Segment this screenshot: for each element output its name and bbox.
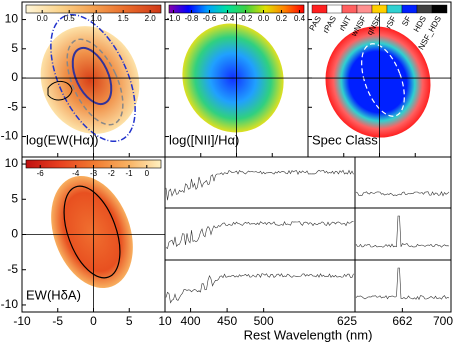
y-tick-label: -10 xyxy=(1,129,19,143)
panel-label: Spec Class xyxy=(312,132,378,147)
spectrum xyxy=(355,267,450,301)
colorbar-tick-label: -1 xyxy=(125,169,133,178)
colorbar-tick-label: 1.5 xyxy=(118,14,130,23)
class-label: rPAS xyxy=(321,15,338,35)
panel-label: log(EW(Hα)) xyxy=(26,132,99,147)
x-tick-label: 450 xyxy=(217,314,237,328)
y-tick-label: 5 xyxy=(11,191,18,205)
class-swatch xyxy=(326,4,343,14)
x-tick-label: 700 xyxy=(433,314,453,328)
y-tick-label: -5 xyxy=(7,262,18,276)
class-swatch xyxy=(431,4,448,14)
colorbar-tick-label: -3 xyxy=(90,169,98,178)
x-tick-label: 0 xyxy=(90,314,97,328)
colorbar-tick-label: 0 xyxy=(145,169,150,178)
panel-frame xyxy=(354,259,452,313)
colorbar xyxy=(25,4,162,14)
colorbar-tick-label: -6 xyxy=(37,169,45,178)
y-tick-label: 0 xyxy=(11,70,18,84)
colorbar-tick-label: 0.0 xyxy=(258,14,270,23)
contour xyxy=(47,81,73,101)
colorbar-tick-label: -4 xyxy=(72,169,80,178)
contour xyxy=(71,46,113,106)
class-swatch xyxy=(341,4,358,14)
colorbar xyxy=(168,4,305,14)
class-swatch xyxy=(356,4,373,14)
colorbar-tick-label: -0.2 xyxy=(239,14,253,23)
colorbar-tick-label: -0.4 xyxy=(221,14,235,23)
y-tick-label: -5 xyxy=(7,99,18,113)
class-swatch xyxy=(386,4,403,14)
x-tick-label: 500 xyxy=(254,314,274,328)
class-swatch xyxy=(401,4,418,14)
panel-label: log([NII]/Hα) xyxy=(169,132,239,147)
x-tick-label: 662 xyxy=(392,314,412,328)
y-tick-label: 10 xyxy=(5,156,19,170)
x-tick-label: 400 xyxy=(181,314,201,328)
map-image xyxy=(51,175,133,289)
panel-frame xyxy=(164,207,356,261)
class-swatch xyxy=(416,4,433,14)
panel-frame xyxy=(354,207,452,261)
x-tick-label: 5 xyxy=(126,314,133,328)
colorbar-tick-label: -2 xyxy=(108,169,116,178)
x-tick-label: 625 xyxy=(337,314,357,328)
colorbar-tick-label: -0.6 xyxy=(203,14,217,23)
colorbar-tick-label: 0.0 xyxy=(37,14,49,23)
spectrum xyxy=(355,215,450,248)
spectrum xyxy=(165,220,354,249)
class-label: rSF xyxy=(384,14,398,30)
y-tick-label: -10 xyxy=(1,297,19,311)
y-tick-label: 5 xyxy=(11,41,18,55)
x-tick-label: -10 xyxy=(13,314,31,328)
contour xyxy=(63,185,121,279)
x-axis-label: Rest Wavelength (nm) xyxy=(244,327,373,342)
map-image xyxy=(40,26,140,134)
y-tick-label: 0 xyxy=(11,227,18,241)
y-tick-label: 10 xyxy=(5,12,19,26)
spectrum xyxy=(355,191,450,197)
panel-frame xyxy=(164,156,356,209)
x-tick-label: -5 xyxy=(52,314,63,328)
class-swatch xyxy=(311,4,328,14)
colorbar-tick-label: -0.8 xyxy=(185,14,199,23)
panel-frame xyxy=(164,259,356,313)
class-label: SF xyxy=(400,14,413,27)
class-swatch xyxy=(371,4,388,14)
contour xyxy=(66,38,124,126)
map-image xyxy=(325,26,431,138)
colorbar-tick-label: 0.4 xyxy=(294,14,306,23)
colorbar-tick-label: -1.0 xyxy=(167,14,181,23)
colorbar-tick-label: 0.2 xyxy=(276,14,288,23)
x-tick-label: 10 xyxy=(158,314,172,328)
spectrum xyxy=(165,273,354,304)
contour xyxy=(50,13,136,143)
colorbar-tick-label: 1.0 xyxy=(91,14,103,23)
colorbar-tick-label: 0.5 xyxy=(64,14,76,23)
panel-frame xyxy=(354,156,452,209)
spectrum xyxy=(165,169,354,201)
panel-label: EW(HδA) xyxy=(26,287,81,302)
colorbar-tick-label: 2.0 xyxy=(145,14,157,23)
